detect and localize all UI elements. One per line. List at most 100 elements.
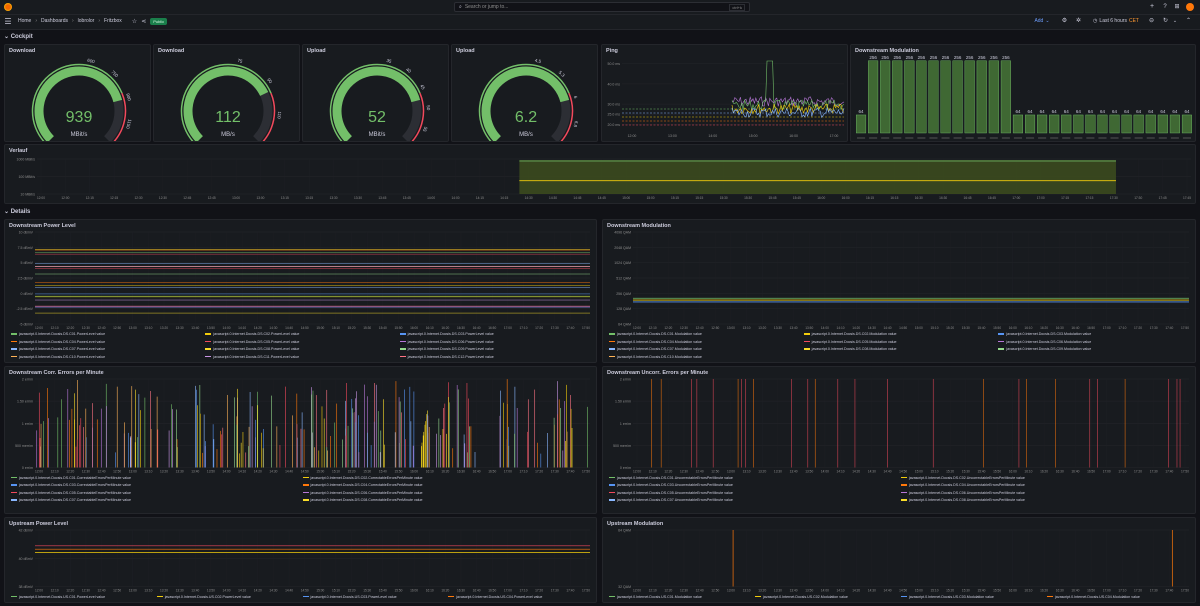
add-button[interactable]: Add ⌄ xyxy=(1030,16,1054,25)
search-input[interactable]: Search or jump to... xyxy=(464,4,509,10)
legend-item[interactable]: javascript.0.Internet.Docsis.DS.C06.Unco… xyxy=(901,491,1025,495)
legend-item[interactable]: javascript.0.Internet.Docsis.DS.C07.Corr… xyxy=(11,498,131,502)
legend-item[interactable]: javascript.0.Internet.Docsis.US.C02.Modu… xyxy=(755,595,848,599)
legend-item[interactable]: javascript.0.Internet.Docsis.DS.C07.Powe… xyxy=(11,347,105,351)
x-tick-label: 12:30 xyxy=(680,589,688,593)
downstream-modulation-bar-chart[interactable]: 64 256 256 256 256 256 256 256 256 256 256 256 256 64… xyxy=(851,45,1196,142)
legend-item[interactable]: javascript.0.Internet.Docsis.DS.C05.Powe… xyxy=(205,340,299,344)
legend-item[interactable]: javascript.0.Internet.Docsis.US.C01.Powe… xyxy=(11,595,105,599)
legend-item[interactable]: javascript.0.Internet.Docsis.US.C04.Powe… xyxy=(448,595,542,599)
y-tick-label: 7.5 dBmV xyxy=(18,246,34,250)
panel-title: Upstream Modulation xyxy=(607,521,664,527)
x-tick-label: 14:00 xyxy=(223,589,231,593)
timeseries-chart[interactable]: 2 err/m 1.50 err/m 1 err/m 500 merr/m 0 err/… xyxy=(603,367,1196,514)
x-tick-label: 15:15 xyxy=(671,196,679,200)
y-tick-label: 1.50 err/m xyxy=(17,400,33,404)
legend-item[interactable]: javascript.0.Internet.Docsis.DS.C07.Unco… xyxy=(609,498,733,502)
x-tick-label: 17:50 xyxy=(582,470,590,474)
legend-item[interactable]: javascript.0.Internet.Docsis.DS.C04.Powe… xyxy=(11,340,105,344)
legend-item[interactable]: javascript.0.Internet.Docsis.DS.C08.Modu… xyxy=(803,347,897,351)
legend-item[interactable]: javascript.0.Internet.Docsis.DS.C08.Powe… xyxy=(205,347,299,351)
legend-item[interactable]: javascript.0.Internet.Docsis.DS.C05.Modu… xyxy=(803,340,897,344)
legend-item[interactable]: javascript.0.Internet.Docsis.US.C03.Modu… xyxy=(901,595,994,599)
legend-swatch xyxy=(901,595,907,598)
legend-item[interactable]: javascript.0.Internet.Docsis.DS.C12.Powe… xyxy=(399,355,494,359)
bar-value-label: 256 xyxy=(942,55,950,60)
legend-item[interactable]: javascript.0.Internet.Docsis.DS.C05.Corr… xyxy=(11,491,131,495)
legend-item[interactable]: javascript.0.Internet.Docsis.DS.C02.Modu… xyxy=(803,332,897,336)
ping-chart[interactable]: 50.0 ms 40.0 ms 30.0 ms 25.0 ms 20.0 ms 12:00… xyxy=(602,45,848,142)
legend-item[interactable]: javascript.0.Internet.Docsis.DS.C10.Powe… xyxy=(11,355,105,359)
legend-item[interactable]: javascript.0.Internet.Docsis.DS.C07.Modu… xyxy=(609,347,702,351)
legend-item[interactable]: javascript.0.Internet.Docsis.DS.C10.Modu… xyxy=(609,355,702,359)
legend-item[interactable]: javascript.0.Internet.Docsis.DS.C09.Modu… xyxy=(998,347,1091,351)
legend-item[interactable]: javascript.0.Internet.Docsis.DS.C05.Unco… xyxy=(609,491,733,495)
legend-item[interactable]: javascript.0.Internet.Docsis.DS.C03.Unco… xyxy=(609,483,733,487)
news-icon[interactable]: ⊞ xyxy=(1174,4,1180,10)
legend-item[interactable]: javascript.0.Internet.Docsis.DS.C09.Powe… xyxy=(399,347,494,351)
breadcrumb-dashboards[interactable]: Dashboards xyxy=(41,18,68,24)
breadcrumb-folder[interactable]: lobrolor xyxy=(77,18,95,24)
x-tick-label: 13:20 xyxy=(758,326,766,330)
refresh-interval-chevron-icon[interactable]: ⌄ xyxy=(1172,17,1178,24)
legend-item[interactable]: javascript.0.Internet.Docsis.DS.C04.Modu… xyxy=(609,340,702,344)
x-tick-label: 14:00 xyxy=(821,326,829,330)
legend-item[interactable]: javascript.0.Internet.Docsis.DS.C04.Corr… xyxy=(302,483,423,487)
legend-item[interactable]: javascript.0.Internet.Docsis.DS.C06.Powe… xyxy=(399,340,494,344)
legend-item[interactable]: javascript.0.Internet.Docsis.DS.C08.Corr… xyxy=(302,498,423,502)
legend-item[interactable]: javascript.0.Internet.Docsis.US.C01.Modu… xyxy=(609,595,702,599)
settings-icon[interactable]: ⚙ xyxy=(1061,18,1068,24)
gauge-tick-label: 55 xyxy=(422,126,429,133)
help-icon[interactable]: ? xyxy=(1163,3,1167,10)
legend-item[interactable]: javascript.0.Internet.Docsis.DS.C01.Corr… xyxy=(11,476,131,480)
y-tick-label: 4096 QAM xyxy=(614,231,631,235)
legend-item[interactable]: javascript.0.Internet.Docsis.DS.C03.Modu… xyxy=(998,332,1091,336)
legend-item[interactable]: javascript.0.Internet.Docsis.DS.C03.Powe… xyxy=(399,332,494,336)
breadcrumb-home[interactable]: Home xyxy=(18,18,32,24)
legend-item[interactable]: javascript.0.Internet.Docsis.DS.C02.Corr… xyxy=(302,476,423,480)
legend-item[interactable]: javascript.0.Internet.Docsis.DS.C11.Powe… xyxy=(205,355,299,359)
panel-title: Downstream Uncorr. Errors per Minute xyxy=(607,370,709,376)
zoom-out-icon[interactable]: ⊖ xyxy=(1148,18,1155,24)
refresh-icon[interactable]: ↻ xyxy=(1162,18,1169,24)
x-tick-label: 16:50 xyxy=(488,589,496,593)
timeseries-chart[interactable]: 4096 QAM 2048 QAM 1024 QAM 512 QAM 256 QAM 12… xyxy=(603,220,1196,363)
avatar[interactable] xyxy=(1186,3,1194,11)
legend-item[interactable]: javascript.0.Internet.Docsis.DS.C08.Unco… xyxy=(901,498,1025,502)
y-tick-label: 64 QAM xyxy=(618,323,631,327)
hamburger-menu-icon[interactable]: ☰ xyxy=(4,16,12,26)
x-tick-label: 15:10 xyxy=(930,470,938,474)
row-details[interactable]: ⌄ Details xyxy=(4,209,31,215)
grafana-logo-icon[interactable] xyxy=(4,3,12,11)
legend-item[interactable]: javascript.0.Internet.Docsis.DS.C01.Modu… xyxy=(609,332,702,336)
legend-item[interactable]: javascript.0.Internet.Docsis.DS.C06.Modu… xyxy=(998,340,1091,344)
legend-label: javascript.0.Internet.Docsis.DS.C01.Unco… xyxy=(617,475,733,480)
legend-item[interactable]: javascript.0.Internet.Docsis.US.C03.Powe… xyxy=(302,595,397,599)
search-bar[interactable]: ⌕ Search or jump to... ctrl+k xyxy=(454,2,750,12)
legend-item[interactable]: javascript.0.Internet.Docsis.DS.C01.Powe… xyxy=(11,332,105,336)
legend-swatch xyxy=(609,340,615,343)
legend-item[interactable]: javascript.0.Internet.Docsis.US.C04.Modu… xyxy=(1047,595,1140,599)
legend-item[interactable]: javascript.0.Internet.Docsis.DS.C02.Unco… xyxy=(901,476,1025,480)
legend-item[interactable]: javascript.0.Internet.Docsis.DS.C01.Unco… xyxy=(609,476,733,480)
x-tick-label: 17:50 xyxy=(1181,326,1189,330)
legend-item[interactable]: javascript.0.Internet.Docsis.DS.C02.Powe… xyxy=(205,332,299,336)
legend-item[interactable]: javascript.0.Internet.Docsis.DS.C04.Unco… xyxy=(901,483,1025,487)
share-icon[interactable]: ⋖ xyxy=(141,18,147,25)
timeseries-chart[interactable]: 2 err/m 1.50 err/m 1 err/m 500 merr/m 0 err/… xyxy=(5,367,597,514)
legend-item[interactable]: javascript.0.Internet.Docsis.DS.C06.Corr… xyxy=(302,491,423,495)
collapse-icon[interactable]: ⌃ xyxy=(1185,18,1192,24)
x-tick-label: 16:40 xyxy=(473,326,481,330)
x-tick-label: 17:30 xyxy=(1134,196,1142,200)
timeseries-chart[interactable]: 10 dBmV 7.5 dBmV 5 dBmV 2.5 dBmV 0 dBmV -2.5 … xyxy=(5,220,597,363)
gear-icon[interactable]: ✲ xyxy=(1075,18,1082,24)
row-cockpit[interactable]: ⌄ Cockpit xyxy=(4,34,33,40)
plus-icon[interactable]: + xyxy=(1149,3,1155,10)
time-picker[interactable]: ◷ Last 6 hours CET xyxy=(1090,16,1142,25)
star-icon[interactable]: ☆ xyxy=(131,18,138,25)
legend-item[interactable]: javascript.0.Internet.Docsis.DS.C03.Corr… xyxy=(11,483,131,487)
legend-item[interactable]: javascript.0.Internet.Docsis.US.C02.Powe… xyxy=(156,595,251,599)
